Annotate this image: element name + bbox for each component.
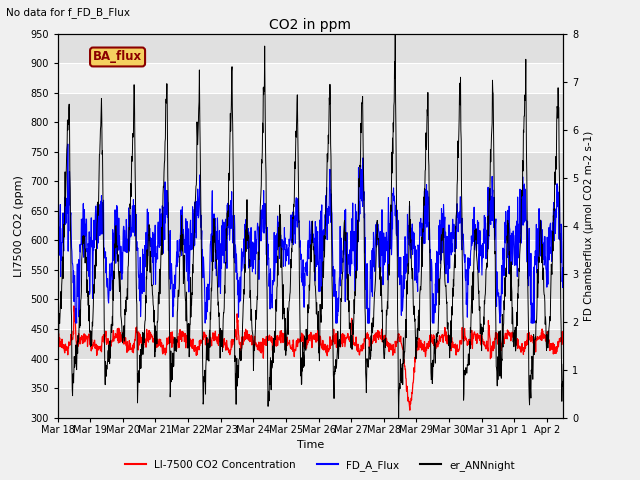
Legend: LI-7500 CO2 Concentration, FD_A_Flux, er_ANNnight: LI-7500 CO2 Concentration, FD_A_Flux, er… xyxy=(121,456,519,475)
Bar xyxy=(58,152,563,181)
Bar xyxy=(58,63,563,93)
Title: CO2 in ppm: CO2 in ppm xyxy=(269,18,351,33)
Bar xyxy=(58,34,563,63)
Y-axis label: LI7500 CO2 (ppm): LI7500 CO2 (ppm) xyxy=(14,175,24,276)
Bar xyxy=(58,270,563,300)
Text: BA_flux: BA_flux xyxy=(93,50,142,63)
X-axis label: Time: Time xyxy=(297,440,324,450)
Bar xyxy=(58,181,563,211)
Bar xyxy=(58,300,563,329)
Y-axis label: FD Chamberflux (µmol CO2 m-2 s-1): FD Chamberflux (µmol CO2 m-2 s-1) xyxy=(584,131,594,321)
Bar xyxy=(58,359,563,388)
Bar xyxy=(58,211,563,240)
Bar xyxy=(58,122,563,152)
Bar xyxy=(58,329,563,359)
Bar xyxy=(58,388,563,418)
Bar xyxy=(58,240,563,270)
Text: No data for f_FD_B_Flux: No data for f_FD_B_Flux xyxy=(6,7,131,18)
Bar xyxy=(58,93,563,122)
